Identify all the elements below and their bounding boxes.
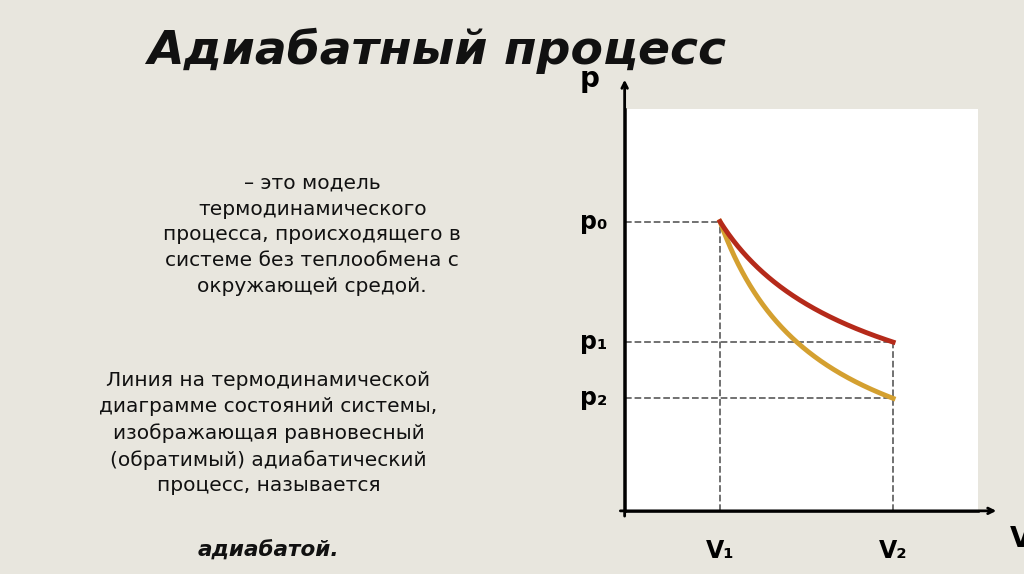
Text: V₂: V₂ [879, 539, 907, 563]
Text: V₁: V₁ [706, 539, 734, 563]
Text: p₁: p₁ [580, 330, 607, 354]
Text: адиабатой.: адиабатой. [198, 540, 339, 561]
Text: Линия на термодинамической
диаграмме состояний системы,
изображающая равновесный: Линия на термодинамической диаграмме сос… [99, 371, 437, 495]
Text: p₀: p₀ [580, 210, 607, 234]
Text: Адиабатный процесс: Адиабатный процесс [147, 28, 726, 73]
Text: p₂: p₂ [580, 386, 607, 410]
Text: p: p [580, 65, 599, 93]
Text: – это модель
термодинамического
процесса, происходящего в
системе без теплообмен: – это модель термодинамического процесса… [163, 174, 461, 296]
Text: V: V [1010, 525, 1024, 553]
